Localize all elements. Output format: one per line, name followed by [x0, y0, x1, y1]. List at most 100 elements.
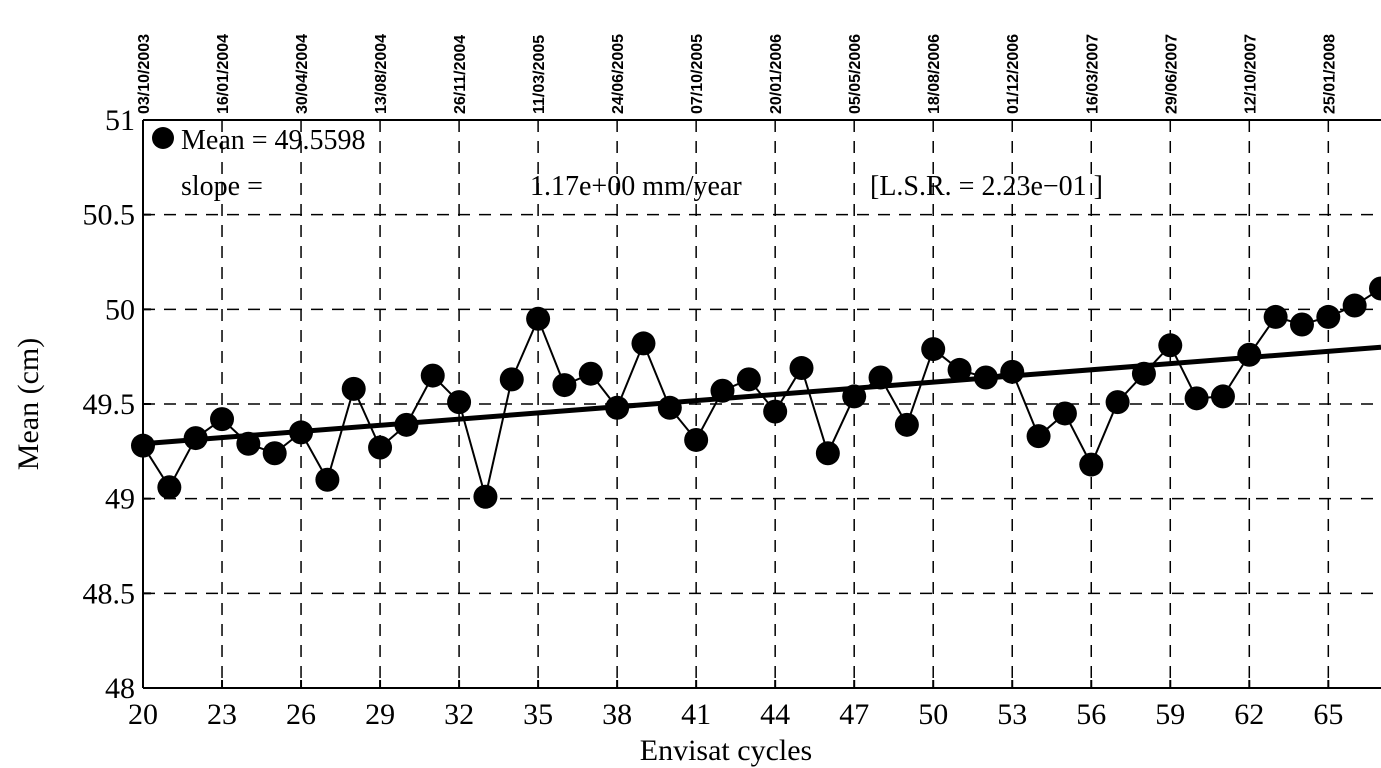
data-point: [1000, 359, 1025, 384]
x-tick-label: 62: [1234, 698, 1264, 731]
top-date-label: 20/01/2006: [768, 34, 785, 114]
data-series: [131, 276, 1381, 509]
y-tick-label: 49: [105, 483, 135, 516]
x-tick-label: 50: [918, 698, 948, 731]
data-point: [973, 365, 998, 390]
data-point: [1079, 452, 1104, 477]
data-point: [1184, 386, 1209, 411]
data-point: [447, 390, 472, 415]
x-tick-label: 26: [286, 698, 316, 731]
data-point: [499, 367, 524, 392]
data-point: [1158, 333, 1183, 358]
top-date-label: 07/10/2005: [689, 34, 706, 114]
data-point: [341, 376, 366, 401]
x-tick-label: 38: [602, 698, 632, 731]
x-tick-label: 53: [997, 698, 1027, 731]
y-tick-label: 48: [105, 672, 135, 705]
data-point: [921, 337, 946, 362]
data-point: [631, 331, 656, 356]
data-point: [394, 412, 419, 437]
data-point: [420, 363, 445, 388]
y-tick-label: 51: [105, 104, 135, 137]
top-date-label: 24/06/2005: [610, 34, 627, 114]
x-tick-label: 47: [839, 698, 869, 731]
top-date-label: 25/01/2008: [1321, 34, 1338, 114]
top-date-label: 12/10/2007: [1242, 34, 1259, 114]
x-tick-label: 41: [681, 698, 711, 731]
lsr-value: [L.S.R. = 2.23e−01 ]: [870, 171, 1103, 202]
grid: [142, 120, 1381, 688]
data-point: [1342, 293, 1367, 318]
data-point: [815, 441, 840, 466]
data-point: [183, 426, 208, 451]
legend-marker: [152, 127, 174, 149]
top-date-label: 16/03/2007: [1084, 34, 1101, 114]
top-date-label: 30/04/2004: [294, 34, 311, 114]
data-point: [210, 407, 235, 432]
x-tick-label: 20: [128, 698, 158, 731]
x-tick-label: 23: [207, 698, 237, 731]
x-tick-label: 29: [365, 698, 395, 731]
legend: Mean = 49.5598: [152, 125, 366, 156]
y-tick-label: 50: [105, 293, 135, 326]
x-tick-label: 44: [760, 698, 790, 731]
x-tick-label: 59: [1155, 698, 1185, 731]
data-point: [710, 378, 735, 403]
top-date-label: 18/08/2006: [926, 34, 943, 114]
y-axis-title: Mean (cm): [12, 338, 45, 470]
slope-label: slope =: [181, 171, 263, 202]
data-point: [262, 441, 287, 466]
legend-text: Mean = 49.5598: [181, 125, 366, 156]
data-point: [1316, 304, 1341, 329]
data-point: [657, 395, 682, 420]
data-point: [526, 306, 551, 331]
data-point: [1263, 304, 1288, 329]
data-point: [868, 365, 893, 390]
data-point: [605, 395, 630, 420]
x-tick-label: 35: [523, 698, 553, 731]
top-date-label: 11/03/2005: [531, 35, 548, 114]
x-tick-label: 32: [444, 698, 474, 731]
x-tick-label: 65: [1313, 698, 1343, 731]
x-axis-title: Envisat cycles: [640, 734, 812, 767]
y-tick-label: 49.5: [83, 388, 136, 421]
data-point: [1052, 401, 1077, 426]
data-point: [894, 412, 919, 437]
y-tick-labels: 48 48.5 49 49.5 50 50.5 51: [83, 104, 151, 705]
data-point: [473, 484, 498, 509]
data-point: [578, 361, 603, 386]
y-tick-label: 50.5: [83, 199, 136, 232]
data-point: [1237, 342, 1262, 367]
x-tick-labels: 20 23 26 29 32 35 38 41 44 47 50 53 56 59 62 65: [128, 680, 1343, 731]
data-point: [684, 427, 709, 452]
data-point: [1131, 361, 1156, 386]
data-point: [763, 399, 788, 424]
top-date-label: 29/06/2007: [1163, 34, 1180, 114]
data-point: [157, 475, 182, 500]
data-point: [236, 431, 261, 456]
x-tick-label: 56: [1076, 698, 1106, 731]
top-date-label: 16/01/2004: [215, 34, 232, 114]
slope-value: 1.17e+00 mm/year: [530, 171, 742, 202]
data-point: [947, 357, 972, 382]
top-date-label: 01/12/2006: [1005, 34, 1022, 114]
data-point: [1369, 276, 1381, 301]
data-point: [1026, 424, 1051, 449]
data-point: [1289, 312, 1314, 337]
data-point: [1105, 390, 1130, 415]
top-date-label: 13/08/2004: [373, 34, 390, 114]
data-point: [289, 420, 314, 445]
data-point: [736, 367, 761, 392]
data-point: [842, 384, 867, 409]
top-date-label: 03/10/2003: [136, 34, 153, 114]
top-date-label: 05/05/2006: [847, 34, 864, 114]
data-point: [789, 356, 814, 381]
top-date-label: 26/11/2004: [452, 35, 469, 114]
data-point: [552, 373, 577, 398]
data-point: [368, 435, 393, 460]
data-point: [315, 467, 340, 492]
data-point: [1210, 384, 1235, 409]
y-tick-label: 48.5: [83, 577, 136, 610]
top-axis-dates: 03/10/2003 16/01/2004 30/04/2004 13/08/2004…: [136, 34, 1338, 114]
